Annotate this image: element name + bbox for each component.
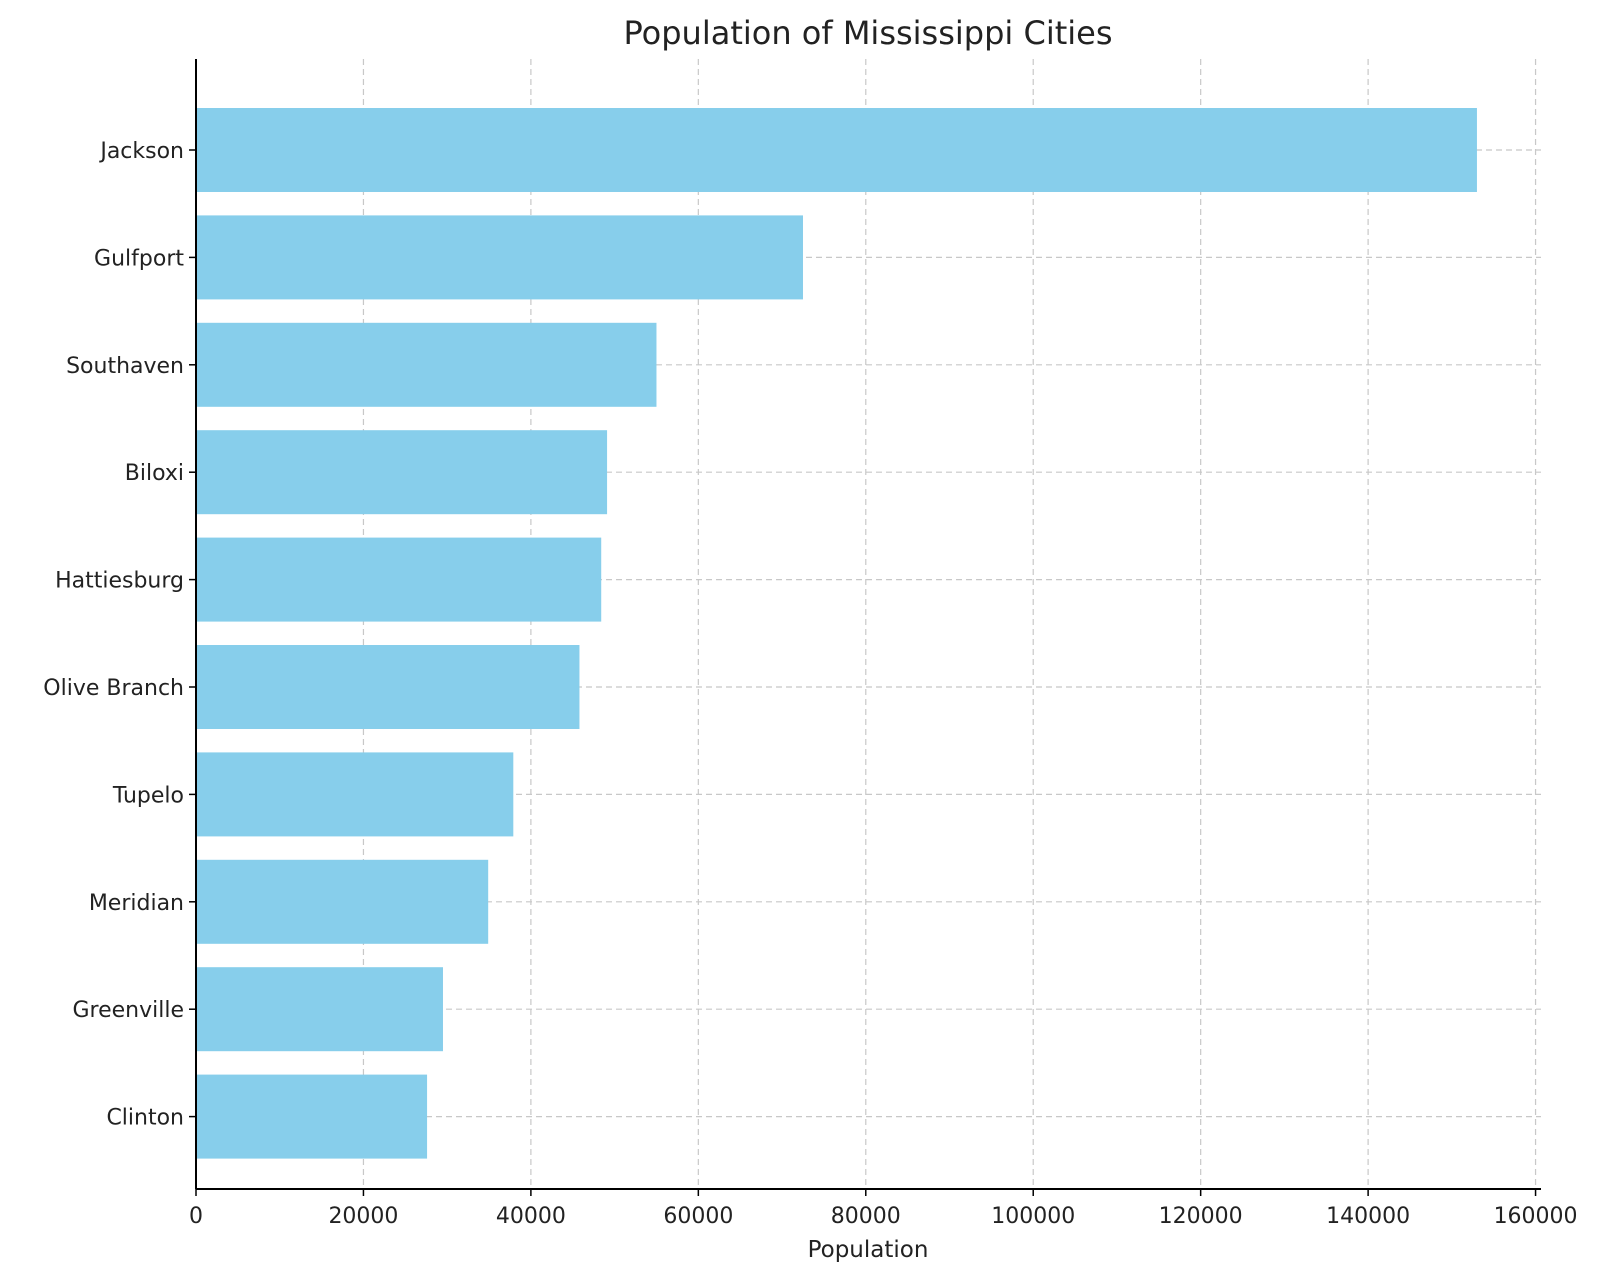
x-tick-label: 120000 bbox=[1159, 1204, 1243, 1229]
y-tick-label: Tupelo bbox=[112, 783, 184, 808]
x-tick-label: 100000 bbox=[991, 1204, 1075, 1229]
x-axis-label: Population bbox=[808, 1237, 929, 1263]
x-tick-label: 20000 bbox=[328, 1204, 398, 1229]
bar-tupelo bbox=[196, 752, 514, 837]
x-tick-label: 80000 bbox=[831, 1204, 901, 1229]
y-tick-label: Meridian bbox=[89, 891, 184, 916]
y-tick-label: Greenville bbox=[72, 998, 184, 1023]
bar-biloxi bbox=[196, 430, 608, 515]
bar-meridian bbox=[196, 859, 489, 944]
x-tick-label: 0 bbox=[189, 1204, 203, 1229]
x-tick-label: 160000 bbox=[1494, 1204, 1578, 1229]
bar-southaven bbox=[196, 322, 657, 407]
chart-title: Population of Mississippi Cities bbox=[624, 14, 1113, 52]
y-tick-label: Biloxi bbox=[125, 461, 184, 486]
y-tick-label: Gulfport bbox=[94, 246, 184, 271]
bar-olive-branch bbox=[196, 645, 580, 729]
bar-clinton bbox=[196, 1074, 428, 1159]
bar-gulfport bbox=[196, 215, 803, 300]
bar-greenville bbox=[196, 967, 443, 1052]
y-tick-label: Southaven bbox=[66, 354, 184, 379]
x-tick-label: 60000 bbox=[663, 1204, 733, 1229]
bars bbox=[196, 108, 1477, 1159]
bar-jackson bbox=[196, 108, 1477, 192]
x-tick-label: 140000 bbox=[1326, 1204, 1410, 1229]
y-tick-label: Clinton bbox=[106, 1106, 184, 1131]
axes: 0 20000 40000 60000 80000 100000 120000 140000 1… bbox=[43, 59, 1578, 1229]
bar-hattiesburg bbox=[196, 537, 602, 622]
y-tick-label: Jackson bbox=[98, 139, 184, 164]
x-tick-label: 40000 bbox=[496, 1204, 566, 1229]
y-tick-label: Hattiesburg bbox=[55, 569, 184, 594]
y-tick-label: Olive Branch bbox=[43, 676, 184, 701]
